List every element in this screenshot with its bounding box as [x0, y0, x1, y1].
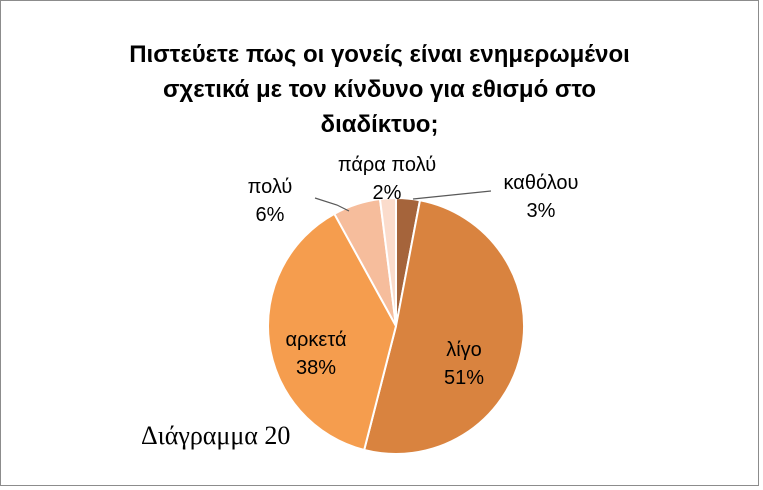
slice-percent-3: 38%	[296, 357, 336, 379]
slice-label-5: πάρα πολύ 2%	[338, 154, 436, 204]
slice-label-3: αρκετά 38%	[285, 329, 346, 379]
slice-category-3: αρκετά	[285, 329, 346, 351]
slice-percent-4: 6%	[256, 204, 285, 226]
chart-title: Πιστεύετε πως οι γονείς είναι ενημερωμέν…	[129, 41, 630, 138]
pie-slice-3	[267, 212, 398, 452]
slice-category-4: πολύ	[248, 176, 293, 198]
pie-chart: καθόλου 3% λίγο 51% αρκετά 38% πολύ 6% πάρα πολύ…	[248, 154, 579, 455]
slice-category-5: πάρα πολύ	[338, 154, 436, 176]
slice-category-1: καθόλου	[504, 172, 579, 194]
leader-line-1	[412, 190, 492, 200]
slice-label-1: καθόλου 3%	[504, 172, 579, 222]
slice-percent-2: 51%	[444, 367, 484, 389]
slice-percent-5: 2%	[373, 182, 402, 204]
pie-slice-2	[362, 199, 526, 455]
slice-label-4: πολύ 6%	[248, 176, 293, 226]
slice-category-2: λίγο	[446, 339, 482, 361]
diagram-caption: Διάγραμμα 20	[141, 421, 291, 450]
slice-label-2: λίγο 51%	[444, 339, 484, 389]
slice-percent-1: 3%	[527, 200, 556, 222]
pie-slice-5	[378, 196, 397, 327]
leader-line-4	[314, 197, 350, 212]
